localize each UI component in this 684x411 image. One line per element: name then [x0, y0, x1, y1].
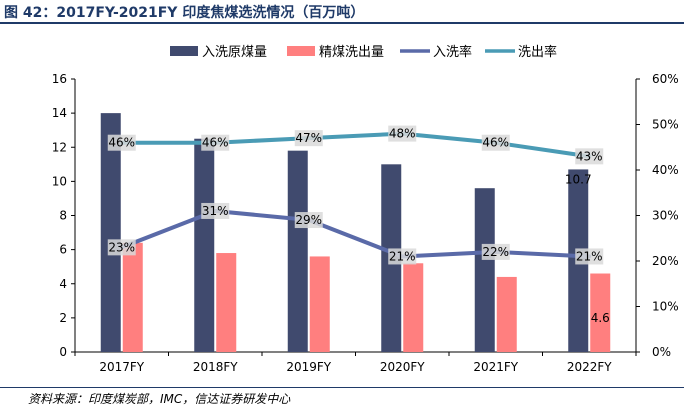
washing-rate-label: 23%	[108, 240, 135, 254]
left-tick-label: 14	[52, 106, 67, 120]
bar-clean-coal	[309, 256, 330, 352]
bar-clean-coal	[496, 276, 517, 352]
legend-swatch	[170, 46, 198, 56]
legend-label: 精煤洗出量	[319, 45, 384, 60]
left-tick-label: 6	[59, 243, 67, 257]
washing-rate-label: 29%	[295, 213, 322, 227]
yield-rate-label: 46%	[482, 136, 509, 150]
legend-label: 洗出率	[518, 44, 557, 60]
rate-label-box	[107, 134, 136, 151]
left-tick-label: 2	[59, 311, 67, 325]
x-tick-label: 2018FY	[193, 360, 238, 374]
right-tick-label: 50%	[652, 118, 679, 132]
bar-value-label: 10.7	[565, 172, 592, 186]
x-tick-label: 2017FY	[99, 360, 144, 374]
chart-canvas: 0 2 4 6 8 10 12 14 16 0% 10% 20% 30% 40% 50% 60% 2017FY 2…	[52, 44, 679, 374]
legend-label: 入洗原煤量	[202, 45, 267, 60]
rate-label-box	[107, 239, 136, 256]
washing-rate-label: 21%	[576, 249, 603, 263]
x-tick-label: 2022FY	[567, 360, 612, 374]
source-divider	[0, 387, 684, 388]
bar-clean-coal	[122, 242, 143, 352]
bar-raw-coal	[287, 150, 308, 352]
yield-rate-label: 46%	[202, 136, 229, 150]
rate-label-box	[481, 243, 510, 260]
rate-label-box	[388, 248, 417, 265]
x-tick-label: 2020FY	[380, 360, 425, 374]
washing-rate-label: 31%	[202, 204, 229, 218]
right-tick-label: 60%	[652, 72, 679, 86]
rate-label-box	[481, 134, 510, 151]
right-tick-label: 30%	[652, 209, 679, 223]
legend-swatch	[287, 46, 315, 56]
legend-label: 入洗率	[433, 44, 472, 60]
rate-label-box	[575, 248, 604, 265]
bar-raw-coal	[100, 113, 121, 352]
yield-rate-label: 47%	[295, 131, 322, 145]
left-tick-label: 12	[52, 140, 67, 154]
right-tick-label: 40%	[652, 163, 679, 177]
source-note: 资料来源：印度煤炭部，IMC，信达证券研发中心	[28, 392, 291, 406]
chart-title: 图 42：2017FY-2021FY 印度焦煤选洗情况（百万吨）	[4, 5, 365, 21]
bar-clean-coal	[403, 263, 424, 352]
x-tick-label: 2019FY	[286, 360, 331, 374]
bar-raw-coal	[194, 138, 215, 352]
rate-label-box	[294, 212, 323, 229]
rate-label-box	[201, 134, 230, 151]
right-tick-label: 10%	[652, 300, 679, 314]
rate-label-box	[575, 148, 604, 165]
rate-label-box	[201, 202, 230, 219]
bar-value-label: 4.6	[591, 311, 610, 325]
yield-rate-label: 48%	[389, 127, 416, 141]
bar-clean-coal	[216, 253, 237, 352]
x-tick-label: 2021FY	[473, 360, 518, 374]
yield-rate-label: 43%	[576, 149, 603, 163]
washing-rate-line	[119, 208, 592, 259]
left-tick-label: 0	[59, 345, 67, 359]
right-tick-label: 20%	[652, 254, 679, 268]
yield-rate-line	[119, 131, 592, 159]
left-tick-label: 16	[52, 72, 67, 86]
washing-rate-label: 22%	[482, 245, 509, 259]
title-divider	[0, 22, 684, 24]
yield-rate-label: 46%	[108, 136, 135, 150]
left-tick-label: 10	[52, 174, 67, 188]
rate-label-box	[294, 130, 323, 147]
left-tick-label: 4	[59, 277, 67, 291]
bar-clean-coal	[590, 273, 611, 352]
rate-label-box	[388, 125, 417, 142]
right-tick-label: 0%	[652, 345, 671, 359]
washing-rate-label: 21%	[389, 249, 416, 263]
left-tick-label: 8	[59, 209, 67, 223]
bar-raw-coal	[474, 188, 495, 352]
